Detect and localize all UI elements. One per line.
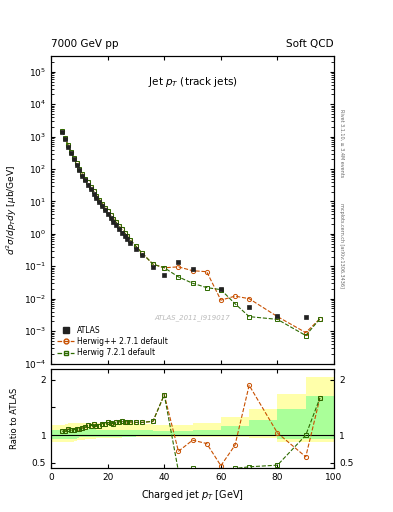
Text: 7000 GeV pp: 7000 GeV pp <box>51 38 119 49</box>
Text: Jet $p_T$ (track jets): Jet $p_T$ (track jets) <box>148 75 237 89</box>
Text: mcplots.cern.ch [arXiv:1306.3436]: mcplots.cern.ch [arXiv:1306.3436] <box>340 203 344 288</box>
Text: Rivet 3.1.10, ≥ 3.4M events: Rivet 3.1.10, ≥ 3.4M events <box>340 109 344 178</box>
X-axis label: Charged jet $p_T$ [GeV]: Charged jet $p_T$ [GeV] <box>141 488 244 502</box>
Text: Soft QCD: Soft QCD <box>286 38 334 49</box>
Text: ATLAS_2011_I919017: ATLAS_2011_I919017 <box>155 314 230 321</box>
Y-axis label: $d^2\sigma/dp_{T}dy$ [$\mu$b/GeV]: $d^2\sigma/dp_{T}dy$ [$\mu$b/GeV] <box>4 165 18 255</box>
Legend: ATLAS, Herwig++ 2.7.1 default, Herwig 7.2.1 default: ATLAS, Herwig++ 2.7.1 default, Herwig 7.… <box>55 324 170 360</box>
Y-axis label: Ratio to ATLAS: Ratio to ATLAS <box>9 388 18 449</box>
